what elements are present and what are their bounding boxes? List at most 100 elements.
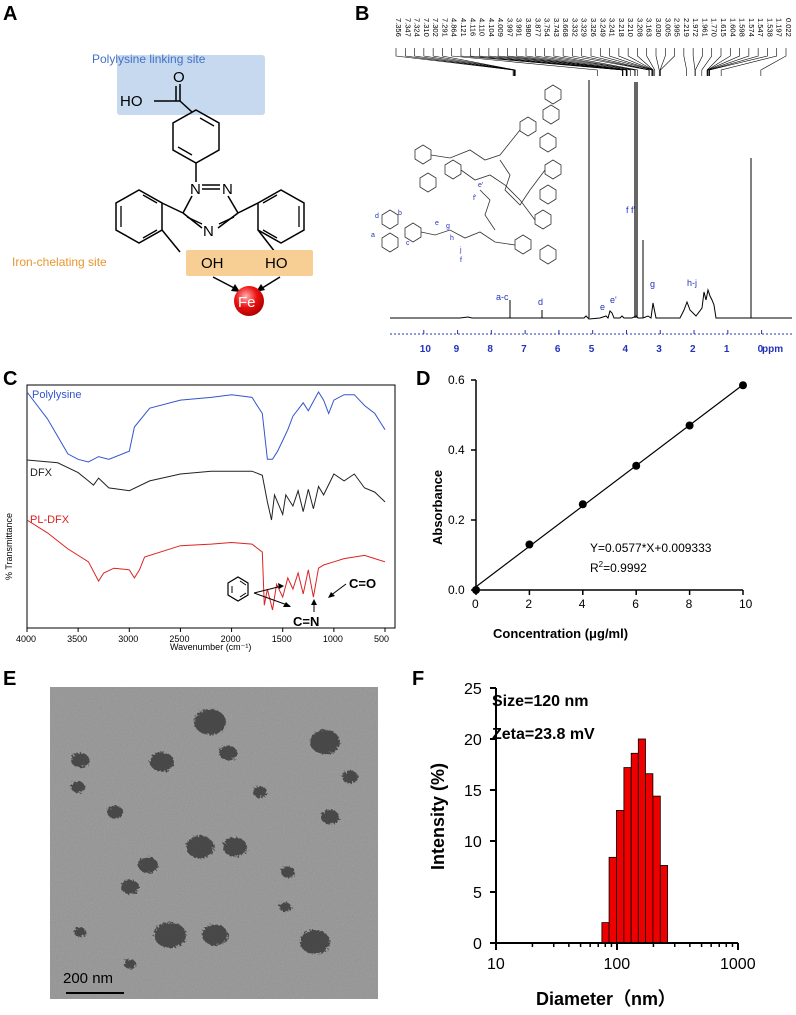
nmr-peak-value: 3.249 xyxy=(598,18,607,37)
panel-letter-a: A xyxy=(3,3,18,25)
dls-bar xyxy=(616,809,625,944)
calib-xtick-label: 0 xyxy=(472,597,479,611)
dls-ytick-label: 0 xyxy=(473,936,482,953)
nmr-peak-value: 4.864 xyxy=(450,18,459,37)
ftir-ylabel: % Transmittance xyxy=(4,513,14,580)
calib-xtick-label: 2 xyxy=(525,597,532,611)
panel-letter-f: F xyxy=(412,668,425,690)
svg-text:c: c xyxy=(406,240,410,247)
nmr-peak-value: 1.972 xyxy=(691,18,700,37)
svg-text:h: h xyxy=(450,235,454,242)
atom-n3: N xyxy=(203,223,214,240)
calib-xtick-label: 6 xyxy=(632,597,639,611)
ftir-xtick-label: 500 xyxy=(374,634,389,644)
svg-text:g: g xyxy=(446,223,450,230)
calib-equation: Y=0.0577*X+0.009333 xyxy=(590,541,712,555)
nmr-peak-value: 4.116 xyxy=(468,18,477,36)
panel-b-nmr: 7.356 7.347 7.324 7.310 7.302 7.291 4.864 4.121… xyxy=(371,18,793,355)
nmr-peak-value: 3.668 xyxy=(561,18,570,37)
ftir-series-label-dfx: DFX xyxy=(30,467,53,479)
atom-o-acid: O xyxy=(173,69,185,86)
tem-particle xyxy=(74,927,86,937)
calib-data-point xyxy=(632,461,641,470)
svg-text:b: b xyxy=(398,210,402,217)
ftir-series-line xyxy=(26,459,386,521)
nmr-peak-value: 4.110 xyxy=(478,18,487,36)
nmr-annot-d: d xyxy=(538,297,543,307)
nmr-peak-value: 1.604 xyxy=(728,18,737,37)
nmr-annot-e2: e' xyxy=(610,295,617,305)
nmr-peak-value: 3.030 xyxy=(654,18,663,37)
ftir-annot-cn: C=N xyxy=(293,614,319,629)
atom-oh: OH xyxy=(201,255,224,272)
nmr-peak-value: 3.754 xyxy=(543,18,552,37)
svg-text:j: j xyxy=(459,247,462,254)
iron-site-box xyxy=(186,250,313,276)
nmr-peak-value: 2.995 xyxy=(673,18,682,37)
calib-ytick-label: 0.4 xyxy=(448,443,465,457)
nmr-peak-value: 1.197 xyxy=(775,18,784,37)
nmr-peak-value: 1.770 xyxy=(710,18,719,37)
atom-ho-acid: HO xyxy=(120,93,143,110)
calib-data-point xyxy=(578,500,587,509)
tem-particle xyxy=(310,730,340,754)
nmr-annot-g: g xyxy=(650,279,655,289)
dls-bar xyxy=(630,752,639,944)
dls-xtick-label: 10 xyxy=(487,956,505,973)
calib-data-point xyxy=(685,421,694,430)
nmr-peak-value: 3.218 xyxy=(617,18,626,37)
dls-bar xyxy=(623,767,632,944)
nmr-peak-value: 3.991 xyxy=(515,18,524,37)
ftir-frame xyxy=(26,384,396,629)
dls-ytick-label: 10 xyxy=(464,834,482,851)
atom-n2: N xyxy=(222,181,233,198)
calib-r2: R2=0.9992 xyxy=(590,560,647,575)
ftir-annot-co: C=O xyxy=(349,576,376,591)
nmr-peak-value: 3.997 xyxy=(505,18,514,37)
nmr-annot-hj: h-j xyxy=(687,278,697,288)
dls-size-text: Size=120 nm xyxy=(492,693,589,710)
calib-ylabel: Absorbance xyxy=(430,470,445,545)
nmr-axis-tick: 10 xyxy=(420,344,432,355)
benzene-ring-top xyxy=(172,109,220,164)
ftir-series-line xyxy=(26,519,386,611)
nmr-peak-value: 4.121 xyxy=(459,18,468,37)
panel-letter-b: B xyxy=(355,3,370,25)
nmr-spectrum-line xyxy=(390,288,792,320)
dls-xtick-label: 1000 xyxy=(720,956,756,973)
ftir-xtick-label: 3500 xyxy=(67,634,87,644)
polylysine-site-box xyxy=(117,55,265,115)
tem-particle xyxy=(202,924,228,946)
calib-xlabel: Concentration (μg/ml) xyxy=(493,626,628,641)
calib-ytick-label: 0.6 xyxy=(448,373,465,387)
nmr-peak-value: 7.310 xyxy=(422,18,431,37)
ftir-xlabel: Wavenumber (cm⁻¹) xyxy=(170,642,251,652)
panel-a-structure: Polylysine linking site HO O N N N Iron-… xyxy=(12,52,313,316)
calib-data-point xyxy=(739,381,747,390)
nmr-peak-value: 1.615 xyxy=(719,18,728,37)
tem-particle xyxy=(138,857,158,873)
nmr-peak-value: 7.347 xyxy=(403,18,412,37)
svg-text:f': f' xyxy=(473,195,476,202)
dls-bar xyxy=(608,856,617,944)
atom-ho: HO xyxy=(265,255,288,272)
calib-xtick-label: 8 xyxy=(686,597,693,611)
nmr-peak-value: 3.980 xyxy=(524,18,533,37)
nmr-peak-value: 1.598 xyxy=(738,18,747,37)
nmr-peak-value: 1.961 xyxy=(700,18,709,37)
tem-scalebar-label: 200 nm xyxy=(63,970,114,987)
benzene-ring-right xyxy=(257,189,305,244)
nmr-peak-value: 3.210 xyxy=(626,18,635,37)
tem-particle xyxy=(279,902,291,912)
panel-f-dls: Intensity (%) Diameter（nm） Size=120 nm Z… xyxy=(428,681,756,1009)
dls-xlabel: Diameter（nm） xyxy=(536,989,676,1009)
nmr-peak-value: 3.326 xyxy=(589,18,598,37)
panel-letter-d: D xyxy=(416,368,431,390)
tem-particle xyxy=(154,922,186,948)
tem-particle xyxy=(321,809,339,825)
nmr-axis-tick: 8 xyxy=(487,344,493,355)
tem-particle xyxy=(223,837,247,857)
dls-ytick-label: 25 xyxy=(464,681,482,698)
svg-text:a: a xyxy=(371,232,375,239)
nmr-axis-tick: 5 xyxy=(589,344,595,355)
